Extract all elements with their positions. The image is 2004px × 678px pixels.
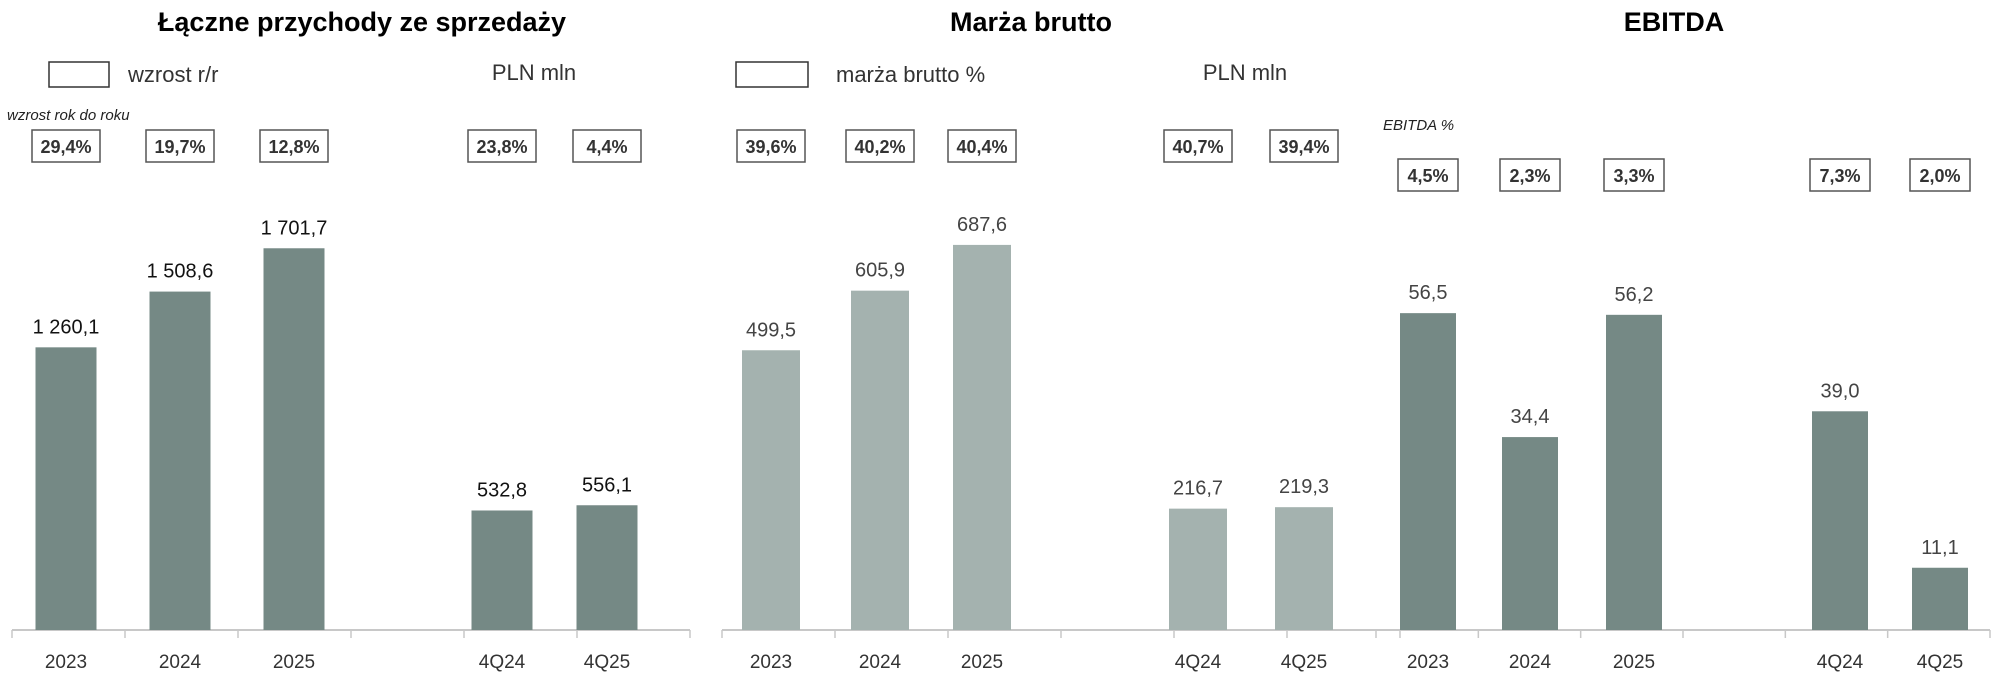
gross-margin-category-label: 2024 (859, 652, 902, 673)
gross-margin-pct-label: 39,6% (745, 137, 796, 157)
ebitda-category-label: 4Q24 (1817, 652, 1864, 673)
revenue-bar-4Q25 (577, 505, 638, 630)
gross-margin-pct-label: 40,2% (854, 137, 905, 157)
revenue-value-label: 556,1 (582, 474, 632, 496)
revenue-bar-2024 (150, 292, 211, 630)
ebitda-bar-2023 (1400, 313, 1456, 630)
ebitda-bar-4Q24 (1812, 411, 1868, 630)
revenue-category-label: 2024 (159, 652, 202, 673)
revenue-pct-label: 4,4% (586, 137, 627, 157)
ebitda-pct-label: 3,3% (1613, 166, 1654, 186)
revenue-bar-4Q24 (472, 510, 533, 630)
gross-margin-value-label: 687,6 (957, 214, 1007, 236)
gross-margin-bar-2025 (953, 245, 1011, 630)
ebitda-value-label: 56,5 (1409, 282, 1448, 304)
ebitda-category-label: 4Q25 (1917, 652, 1963, 673)
ebitda-value-label: 56,2 (1615, 284, 1654, 306)
gross-margin-pct-label: 39,4% (1278, 137, 1329, 157)
gross-margin-category-label: 4Q25 (1281, 652, 1327, 673)
revenue-value-label: 1 701,7 (261, 217, 328, 239)
revenue-pct-label: 12,8% (268, 137, 319, 157)
revenue-category-label: 4Q24 (479, 652, 526, 673)
revenue-note: wzrost rok do roku (7, 107, 130, 124)
revenue-unit-label: PLN mln (492, 60, 576, 85)
gross-margin-unit-label: PLN mln (1203, 60, 1287, 85)
revenue-pct-label: 23,8% (476, 137, 527, 157)
gross-margin-bar-4Q24 (1169, 509, 1227, 630)
gross-margin-value-label: 499,5 (746, 319, 796, 341)
revenue-value-label: 1 260,1 (33, 316, 100, 338)
gross-margin-value-label: 605,9 (855, 260, 905, 282)
ebitda-note: EBITDA % (1383, 117, 1454, 134)
gross-margin-legend-label: marża brutto % (836, 62, 985, 87)
gross-margin-pct-label: 40,7% (1172, 137, 1223, 157)
gross-margin-title: Marża brutto (950, 7, 1112, 37)
ebitda-category-label: 2024 (1509, 652, 1552, 673)
revenue-pct-label: 29,4% (40, 137, 91, 157)
panel-ebitda: EBITDA EBITDA % 56,5 2023 4,5% 34,4 2024 2,3%… (1376, 7, 1990, 673)
ebitda-value-label: 34,4 (1511, 406, 1550, 428)
revenue-category-label: 4Q25 (584, 652, 630, 673)
gross-margin-value-label: 216,7 (1173, 478, 1223, 500)
ebitda-bar-2025 (1606, 315, 1662, 630)
revenue-pct-label: 19,7% (154, 137, 205, 157)
ebitda-pct-label: 7,3% (1819, 166, 1860, 186)
ebitda-pct-label: 2,0% (1919, 166, 1960, 186)
ebitda-value-label: 11,1 (1921, 537, 1958, 559)
ebitda-value-label: 39,0 (1821, 380, 1860, 402)
ebitda-category-label: 2023 (1407, 652, 1449, 673)
revenue-value-label: 532,8 (477, 479, 527, 501)
ebitda-bar-2024 (1502, 437, 1558, 630)
gross-margin-bar-4Q25 (1275, 507, 1333, 630)
revenue-bar-2023 (36, 347, 97, 630)
gross-margin-bar-2023 (742, 350, 800, 630)
revenue-legend-label: wzrost r/r (127, 62, 218, 87)
gross-margin-category-label: 2023 (750, 652, 792, 673)
revenue-bar-2025 (264, 248, 325, 630)
revenue-category-label: 2023 (45, 652, 87, 673)
revenue-legend-swatch (49, 62, 109, 87)
ebitda-pct-label: 4,5% (1407, 166, 1448, 186)
revenue-value-label: 1 508,6 (147, 261, 214, 283)
panel-gross-margin: Marża brutto marża brutto % PLN mln 499,… (722, 7, 1400, 673)
ebitda-title: EBITDA (1624, 7, 1725, 37)
ebitda-bar-4Q25 (1912, 568, 1968, 630)
gross-margin-legend-swatch (736, 62, 808, 87)
ebitda-pct-label: 2,3% (1509, 166, 1550, 186)
panel-revenue: Łączne przychody ze sprzedaży wzrost r/r… (7, 7, 690, 673)
gross-margin-category-label: 4Q24 (1175, 652, 1222, 673)
ebitda-category-label: 2025 (1613, 652, 1655, 673)
revenue-title: Łączne przychody ze sprzedaży (158, 7, 566, 37)
revenue-category-label: 2025 (273, 652, 315, 673)
gross-margin-bar-2024 (851, 291, 909, 630)
gross-margin-value-label: 219,3 (1279, 476, 1329, 498)
gross-margin-pct-label: 40,4% (956, 137, 1007, 157)
gross-margin-category-label: 2025 (961, 652, 1003, 673)
